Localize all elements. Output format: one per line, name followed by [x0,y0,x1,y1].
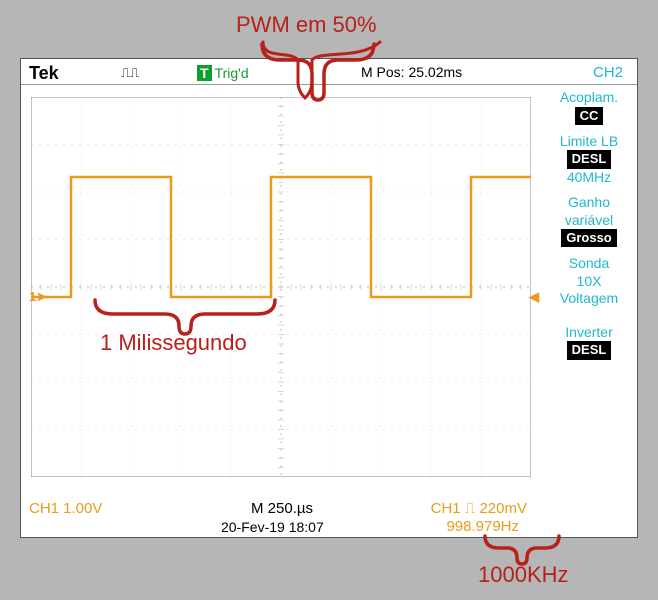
trigger-status: TTrig'd [197,65,249,81]
mpos-label: M Pos: [361,64,405,80]
ganho-label1: Ganho [568,194,610,210]
ganho-label2: variável [565,212,613,228]
freq-measurement: 998.979Hz [446,518,519,535]
brace-freq-icon [485,536,559,564]
ch1-measurement: CH1 ⎍ 220mV [431,500,527,517]
limite-sub: 40MHz [541,169,637,187]
trigger-text: Trig'd [215,65,249,81]
datetime: 20-Fev-19 18:07 [221,519,324,535]
timebase: M 250.µs [251,500,313,517]
ganho-value: Grosso [561,229,617,247]
annotation-pwm: PWM em 50% [236,12,377,38]
trigger-badge: T [197,65,212,81]
sonda-sub1: 10X [541,273,637,291]
mpos-value: 25.02ms [408,64,462,80]
menu-limite[interactable]: Limite LB DESL 40MHz [541,133,637,186]
inverter-label: Inverter [565,324,612,340]
ch1-marker: 1➤ [29,289,47,305]
scope-bottombar: CH1 1.00V M 250.µs 20-Fev-19 18:07 CH1 ⎍… [21,493,637,537]
coupling-icon: ⎍⎍ [121,65,139,81]
m-position: M Pos: 25.02ms [361,64,462,80]
waveform-grid: 1➤ ◀ [31,97,531,477]
grid-svg [31,97,531,477]
inverter-value: DESL [567,341,612,359]
menu-acoplam[interactable]: Acoplam. CC [541,89,637,125]
sonda-sub2: Voltagem [541,290,637,308]
acoplam-value: CC [575,107,604,125]
acoplam-label: Acoplam. [560,89,618,105]
scope-topbar: Tek ⎍⎍ TTrig'd M Pos: 25.02ms CH2 [21,59,637,85]
limite-value: DESL [567,150,612,168]
brand-logo: Tek [29,63,59,84]
limite-label: Limite LB [560,133,618,149]
ch2-label: CH2 [593,64,623,81]
sonda-label: Sonda [569,255,609,271]
annotation-period: 1 Milissegundo [100,330,247,356]
menu-inverter[interactable]: Inverter DESL [541,324,637,360]
side-panel: Acoplam. CC Limite LB DESL 40MHz Ganho v… [541,89,637,489]
oscilloscope-screen: Tek ⎍⎍ TTrig'd M Pos: 25.02ms CH2 1➤ ◀ A… [20,58,638,538]
ch1-scale: CH1 1.00V [29,500,102,517]
menu-ganho[interactable]: Ganho variável Grosso [541,194,637,247]
trig-level-marker: ◀ [529,289,539,305]
annotation-freq: 1000KHz [478,562,569,588]
menu-sonda[interactable]: Sonda 10X Voltagem [541,255,637,308]
